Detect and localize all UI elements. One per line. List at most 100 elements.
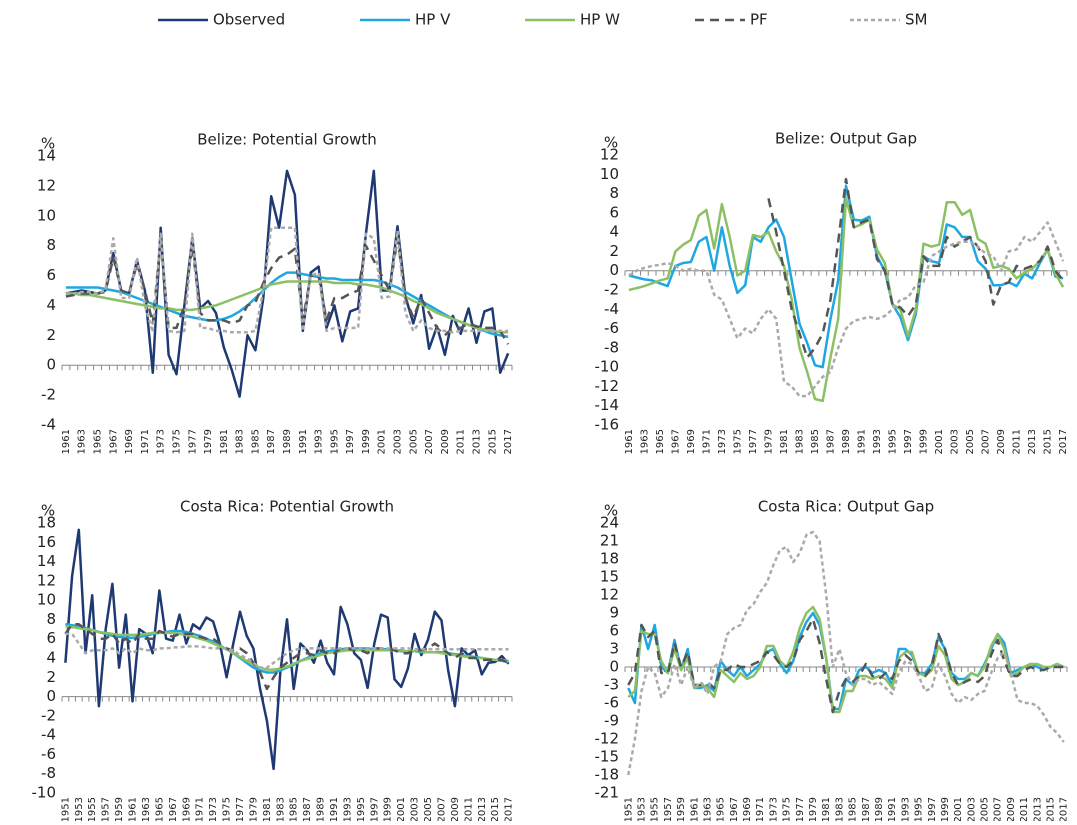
y-tick-label: -4	[41, 726, 56, 744]
y-axis-label: %	[604, 134, 618, 152]
x-tick-label: 1991	[857, 429, 868, 454]
x-tick-label: 1959	[676, 797, 687, 821]
y-tick-label: -18	[595, 766, 620, 784]
x-tick-label: 2005	[423, 797, 434, 821]
y-tick-label: -16	[595, 416, 620, 434]
x-tick-label: 2011	[456, 429, 467, 454]
x-tick-label: 1987	[266, 429, 277, 454]
y-tick-label: 2	[609, 242, 619, 260]
legend-label: HP W	[580, 11, 620, 29]
y-tick-label: 0	[46, 356, 56, 374]
series-line	[65, 280, 509, 334]
y-tick-label: 8	[609, 184, 619, 202]
x-tick-label: 1995	[914, 797, 925, 821]
x-tick-label: 2017	[1058, 429, 1069, 454]
series-line	[64, 528, 510, 771]
y-tick-label: -10	[595, 358, 620, 376]
y-tick-label: -8	[41, 764, 56, 782]
y-tick-label: 10	[37, 591, 56, 609]
x-tick-label: 1965	[655, 429, 666, 454]
x-tick-label: 1989	[316, 797, 327, 821]
x-tick-label: 1999	[940, 797, 951, 821]
y-tick-label: -2	[41, 706, 56, 724]
x-tick-label: 2009	[996, 429, 1007, 454]
y-tick-label: 15	[600, 568, 619, 586]
x-tick-label: 2001	[953, 797, 964, 821]
x-tick-label: 2007	[981, 429, 992, 454]
x-tick-label: 1961	[128, 797, 139, 821]
x-tick-label: 1987	[826, 429, 837, 454]
x-tick-label: 1953	[74, 797, 85, 821]
y-tick-label: 4	[609, 223, 619, 241]
x-tick-label: 1973	[717, 429, 728, 454]
y-tick-label: 0	[609, 658, 619, 676]
x-tick-label: 2001	[934, 429, 945, 454]
x-tick-label: 1997	[345, 429, 356, 454]
y-tick-label: -6	[604, 319, 619, 337]
series-line	[628, 197, 1065, 403]
x-tick-label: 1999	[361, 429, 372, 454]
x-tick-label: 1971	[140, 429, 151, 454]
x-tick-label: 1977	[187, 429, 198, 454]
x-tick-label: 1965	[716, 797, 727, 821]
x-tick-label: 2011	[1012, 429, 1023, 454]
y-tick-label: -2	[41, 386, 56, 404]
x-tick-label: 2007	[437, 797, 448, 821]
x-tick-label: 2017	[504, 797, 515, 821]
y-axis-label: %	[41, 135, 55, 153]
series-line	[627, 530, 1065, 776]
y-tick-label: 14	[37, 147, 56, 165]
y-tick-label: 18	[37, 514, 56, 532]
y-tick-label: 6	[46, 266, 56, 284]
x-tick-label: 1983	[795, 429, 806, 454]
x-tick-label: 1985	[848, 797, 859, 821]
y-tick-label: -8	[604, 338, 619, 356]
x-tick-label: 1993	[314, 429, 325, 454]
x-tick-label: 1981	[779, 429, 790, 454]
y-axis-label: %	[41, 502, 55, 520]
x-tick-label: 2003	[393, 429, 404, 454]
x-tick-label: 1957	[101, 797, 112, 821]
x-tick-label: 1993	[342, 797, 353, 821]
y-tick-label: -2	[604, 281, 619, 299]
x-tick-label: 1983	[275, 797, 286, 821]
x-tick-label: 1951	[623, 797, 634, 821]
x-tick-label: 2005	[980, 797, 991, 821]
y-tick-label: 3	[609, 640, 619, 658]
y-tick-label: -12	[595, 377, 620, 395]
y-tick-label: 0	[46, 687, 56, 705]
x-tick-label: 2013	[1032, 797, 1043, 821]
x-tick-label: 2015	[490, 797, 501, 821]
y-tick-label: 0	[609, 261, 619, 279]
x-tick-label: 2005	[408, 429, 419, 454]
x-tick-label: 1989	[874, 797, 885, 821]
x-tick-label: 1967	[168, 797, 179, 821]
y-tick-label: 21	[600, 532, 619, 550]
y-tick-label: 10	[600, 165, 619, 183]
x-tick-label: 1973	[768, 797, 779, 821]
y-tick-label: -12	[595, 730, 620, 748]
x-tick-label: 1999	[919, 429, 930, 454]
x-tick-label: 2009	[440, 429, 451, 454]
x-tick-label: 1961	[689, 797, 700, 821]
x-tick-label: 1995	[888, 429, 899, 454]
x-tick-label: 1965	[154, 797, 165, 821]
series-line	[628, 184, 1064, 369]
chart-title: Costa Rica: Potential Growth	[180, 498, 394, 516]
x-tick-label: 1987	[302, 797, 313, 821]
y-tick-label: 4	[46, 296, 56, 314]
y-tick-label: -6	[41, 745, 56, 763]
x-tick-label: 1979	[808, 797, 819, 821]
x-tick-label: 1991	[298, 429, 309, 454]
y-tick-label: 6	[609, 622, 619, 640]
x-tick-label: 1983	[834, 797, 845, 821]
x-tick-label: 1979	[203, 429, 214, 454]
x-tick-label: 1985	[810, 429, 821, 454]
x-tick-label: 1977	[235, 797, 246, 821]
legend-label: SM	[905, 11, 927, 29]
y-tick-label: -21	[595, 784, 620, 802]
x-tick-label: 1981	[219, 429, 230, 454]
x-tick-label: 1995	[329, 429, 340, 454]
x-tick-label: 1989	[841, 429, 852, 454]
